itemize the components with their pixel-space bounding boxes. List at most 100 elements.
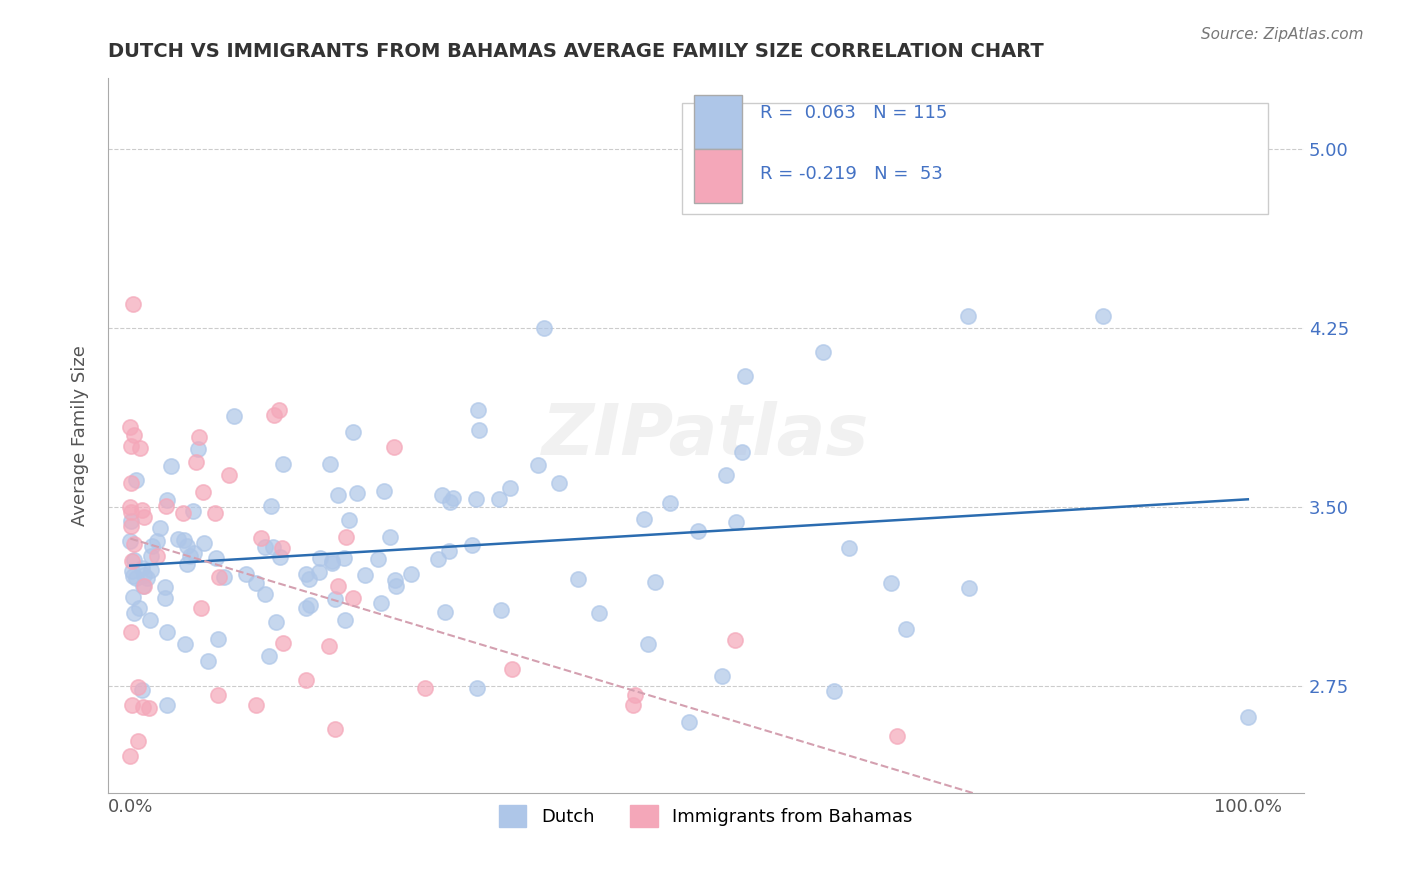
- Point: [218, 467, 240, 482]
- Point: [367, 551, 389, 566]
- Point: [838, 541, 860, 556]
- FancyBboxPatch shape: [682, 103, 1268, 213]
- Bar: [695, 149, 742, 202]
- Point: [465, 681, 488, 696]
- Point: [426, 552, 449, 566]
- Point: [174, 637, 197, 651]
- Point: [533, 321, 555, 335]
- Point: [659, 496, 682, 510]
- Point: [295, 673, 318, 687]
- Point: [134, 568, 156, 582]
- Y-axis label: Average Family Size: Average Family Size: [72, 345, 89, 526]
- Point: [567, 572, 589, 586]
- Point: [711, 669, 734, 683]
- Point: [588, 606, 610, 620]
- Point: [271, 458, 294, 472]
- Point: [325, 592, 347, 607]
- Point: [120, 519, 142, 533]
- Point: [308, 566, 330, 580]
- Point: [318, 639, 340, 653]
- Legend: Dutch, Immigrants from Bahamas: Dutch, Immigrants from Bahamas: [492, 798, 920, 834]
- Point: [125, 571, 148, 585]
- Text: Source: ZipAtlas.com: Source: ZipAtlas.com: [1201, 27, 1364, 42]
- Point: [160, 459, 183, 474]
- Point: [886, 729, 908, 743]
- Point: [131, 560, 153, 574]
- Point: [884, 823, 907, 838]
- Point: [399, 566, 422, 581]
- Point: [384, 573, 406, 587]
- Point: [120, 476, 142, 491]
- Point: [382, 440, 405, 454]
- Point: [716, 467, 738, 482]
- Point: [309, 551, 332, 566]
- Point: [346, 486, 368, 500]
- Point: [264, 615, 287, 629]
- Point: [120, 514, 142, 528]
- Point: [637, 637, 659, 651]
- Point: [1237, 710, 1260, 724]
- Point: [120, 419, 142, 434]
- Point: [122, 590, 145, 604]
- Point: [621, 698, 644, 713]
- Point: [731, 445, 754, 459]
- Point: [124, 607, 146, 621]
- Point: [153, 580, 176, 594]
- Point: [127, 680, 149, 694]
- Point: [121, 698, 143, 712]
- Text: R =  0.063   N = 115: R = 0.063 N = 115: [759, 104, 948, 122]
- Point: [184, 455, 207, 469]
- Point: [176, 557, 198, 571]
- Point: [488, 492, 510, 507]
- Point: [501, 662, 523, 676]
- Point: [333, 614, 356, 628]
- Point: [380, 530, 402, 544]
- Point: [153, 591, 176, 605]
- Text: ZIPatlas: ZIPatlas: [543, 401, 869, 470]
- Point: [120, 624, 142, 639]
- Point: [146, 534, 169, 549]
- Point: [298, 572, 321, 586]
- Point: [188, 430, 211, 444]
- Point: [121, 569, 143, 583]
- Point: [187, 442, 209, 456]
- Point: [183, 546, 205, 560]
- Point: [688, 524, 710, 538]
- Point: [262, 540, 284, 554]
- Point: [193, 535, 215, 549]
- Point: [644, 574, 666, 589]
- Point: [207, 632, 229, 647]
- Point: [208, 570, 231, 584]
- Point: [294, 601, 316, 615]
- Text: R = -0.219   N =  53: R = -0.219 N = 53: [759, 165, 942, 183]
- Point: [295, 566, 318, 581]
- Point: [465, 492, 488, 507]
- Point: [633, 512, 655, 526]
- Point: [489, 602, 512, 616]
- Point: [811, 345, 834, 359]
- Point: [235, 567, 257, 582]
- Point: [342, 425, 364, 440]
- Point: [131, 502, 153, 516]
- Point: [197, 654, 219, 668]
- Point: [204, 551, 226, 566]
- Point: [335, 530, 357, 544]
- Point: [432, 488, 454, 502]
- Point: [321, 554, 343, 568]
- Point: [193, 485, 215, 500]
- Point: [260, 499, 283, 513]
- Point: [823, 683, 845, 698]
- Point: [678, 714, 700, 729]
- Point: [122, 553, 145, 567]
- Point: [166, 532, 188, 546]
- Point: [155, 499, 177, 513]
- Point: [131, 683, 153, 698]
- Point: [120, 748, 142, 763]
- Bar: [695, 95, 742, 149]
- Point: [127, 733, 149, 747]
- Point: [141, 563, 163, 577]
- Point: [333, 551, 356, 566]
- Point: [145, 549, 167, 563]
- Point: [498, 482, 520, 496]
- Point: [190, 601, 212, 615]
